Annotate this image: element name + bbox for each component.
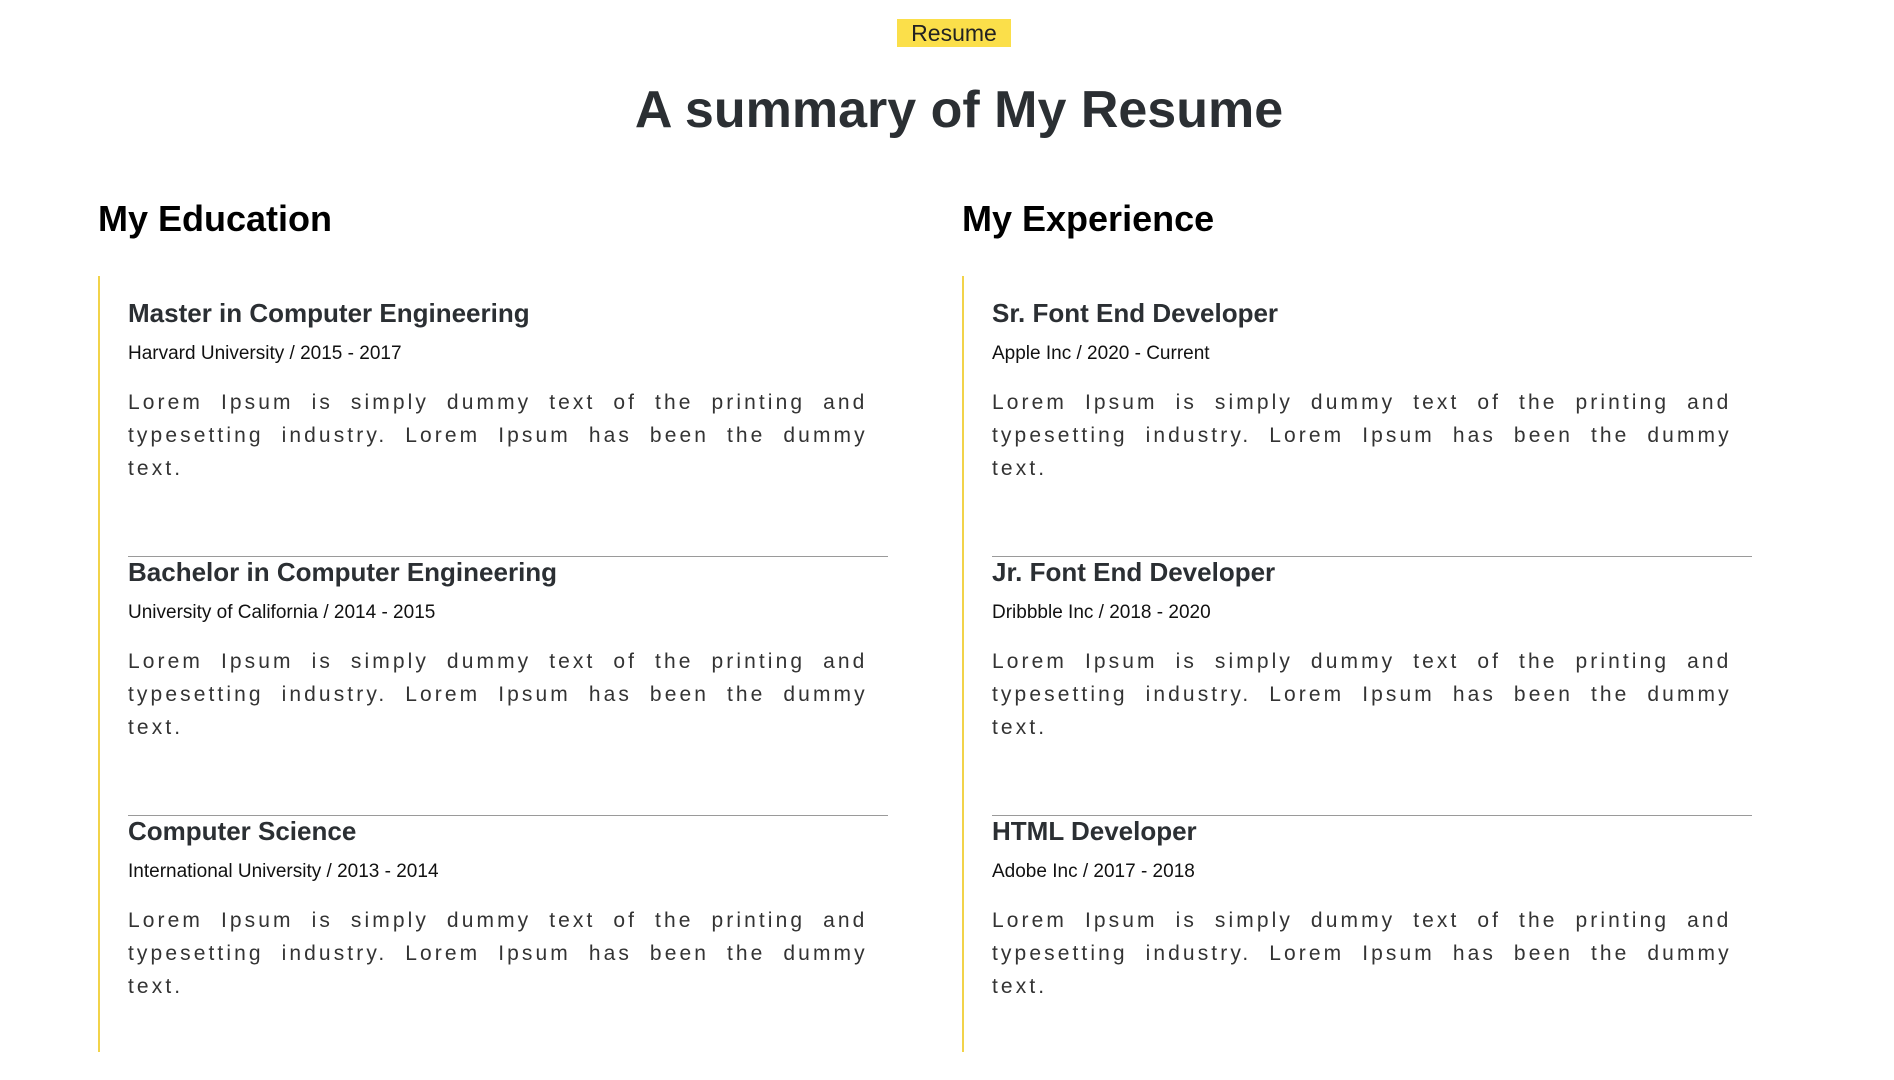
- experience-item-description: Lorem Ipsum is simply dummy text of the …: [992, 391, 1732, 480]
- education-item-meta: International University / 2013 - 2014: [128, 861, 439, 882]
- experience-timeline: Sr. Font End Developer Apple Inc / 2020 …: [962, 276, 1754, 1052]
- experience-item-meta: Adobe Inc / 2017 - 2018: [992, 861, 1195, 882]
- experience-item-title: HTML Developer: [992, 816, 1197, 846]
- education-item-description: Lorem Ipsum is simply dummy text of the …: [128, 650, 868, 739]
- education-item-description: Lorem Ipsum is simply dummy text of the …: [128, 909, 868, 998]
- education-item: Master in Computer Engineering Harvard U…: [128, 298, 888, 557]
- experience-column: My Experience Sr. Font End Developer App…: [962, 198, 1752, 1052]
- experience-heading: My Experience: [962, 198, 1215, 239]
- education-item-meta: Harvard University / 2015 - 2017: [128, 343, 402, 364]
- education-heading: My Education: [98, 198, 333, 239]
- education-divider: [128, 556, 888, 557]
- education-column: My Education Master in Computer Engineer…: [98, 198, 888, 1052]
- experience-item-description: Lorem Ipsum is simply dummy text of the …: [992, 909, 1732, 998]
- experience-divider: [992, 815, 1752, 816]
- experience-item-meta: Dribbble Inc / 2018 - 2020: [992, 602, 1211, 623]
- education-divider: [128, 815, 888, 816]
- education-item-meta: University of California / 2014 - 2015: [128, 602, 436, 623]
- experience-item: Sr. Font End Developer Apple Inc / 2020 …: [992, 298, 1752, 557]
- experience-item-description: Lorem Ipsum is simply dummy text of the …: [992, 650, 1732, 739]
- education-item-title: Computer Science: [128, 816, 357, 846]
- section-badge: Resume: [897, 19, 1011, 47]
- education-item-title: Master in Computer Engineering: [128, 298, 530, 328]
- experience-item-title: Jr. Font End Developer: [992, 557, 1276, 587]
- section-badge-wrapper: Resume: [0, 19, 1894, 47]
- experience-item-meta: Apple Inc / 2020 - Current: [992, 343, 1210, 364]
- experience-item: Jr. Font End Developer Dribbble Inc / 20…: [992, 557, 1752, 816]
- page-title: A summary of My Resume: [634, 81, 1284, 139]
- experience-divider: [992, 556, 1752, 557]
- education-item: Computer Science International Universit…: [128, 816, 888, 998]
- experience-item: HTML Developer Adobe Inc / 2017 - 2018 L…: [992, 816, 1752, 998]
- education-item: Bachelor in Computer Engineering Univers…: [128, 557, 888, 816]
- education-item-description: Lorem Ipsum is simply dummy text of the …: [128, 391, 868, 480]
- experience-item-title: Sr. Font End Developer: [992, 298, 1279, 328]
- education-item-title: Bachelor in Computer Engineering: [128, 557, 558, 587]
- education-timeline: Master in Computer Engineering Harvard U…: [98, 276, 890, 1052]
